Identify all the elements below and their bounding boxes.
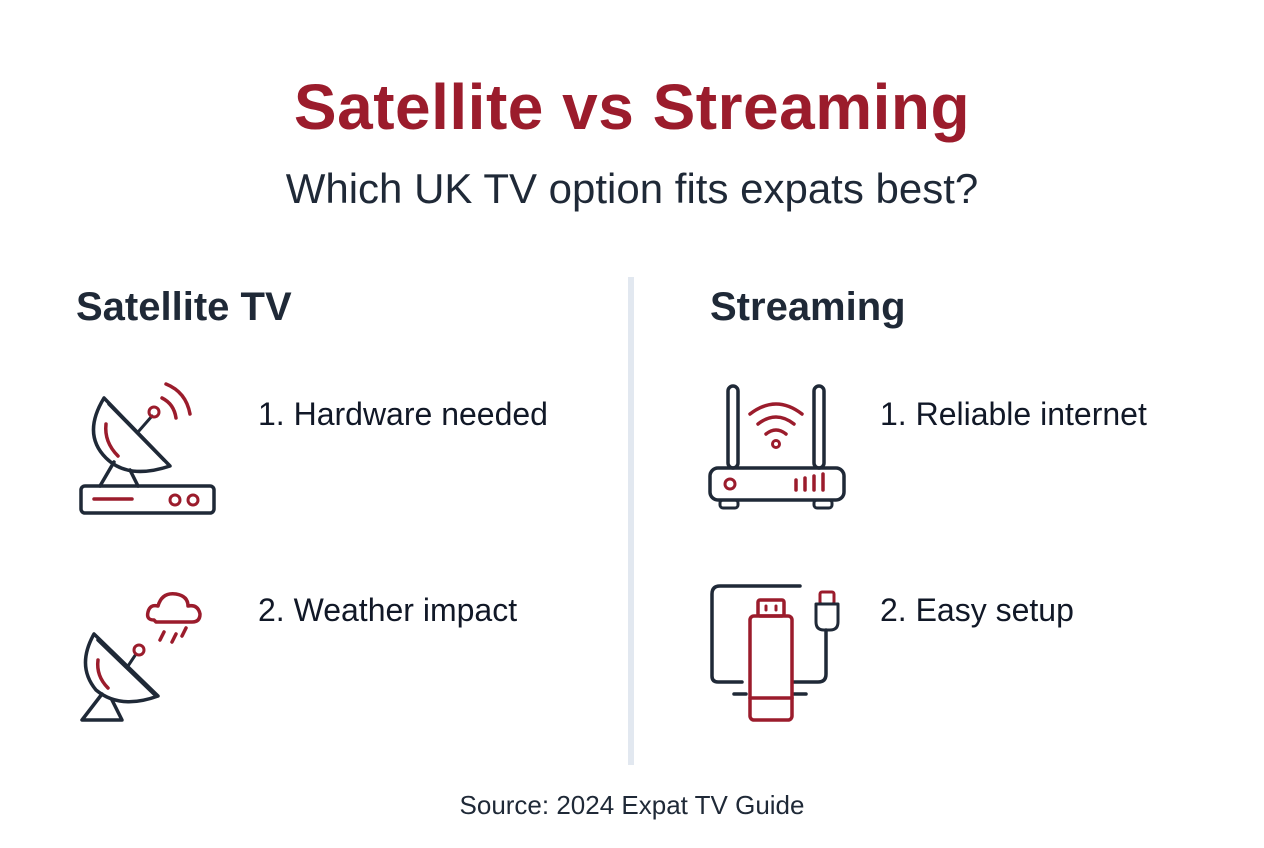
page-subtitle: Which UK TV option fits expats best?: [285, 165, 979, 212]
satellite-item-1-label: 1. Hardware needed: [258, 396, 548, 432]
streaming-item-1-label: 1. Reliable internet: [880, 396, 1147, 432]
satellite-dish-rain-cloud-icon: [76, 582, 221, 727]
column-divider: [628, 277, 634, 765]
streaming-item-2-label: 2. Easy setup: [880, 592, 1074, 628]
satellite-column-heading: Satellite TV: [76, 285, 292, 329]
wifi-router-icon: [706, 380, 851, 515]
page-title: Satellite vs Streaming: [293, 71, 971, 143]
streaming-column-heading: Streaming: [710, 285, 906, 329]
satellite-dish-receiver-icon: [76, 376, 221, 521]
satellite-item-2-label: 2. Weather impact: [258, 592, 518, 628]
streaming-stick-tv-icon: [706, 580, 851, 725]
source-caption: Source: 2024 Expat TV Guide: [459, 790, 805, 820]
